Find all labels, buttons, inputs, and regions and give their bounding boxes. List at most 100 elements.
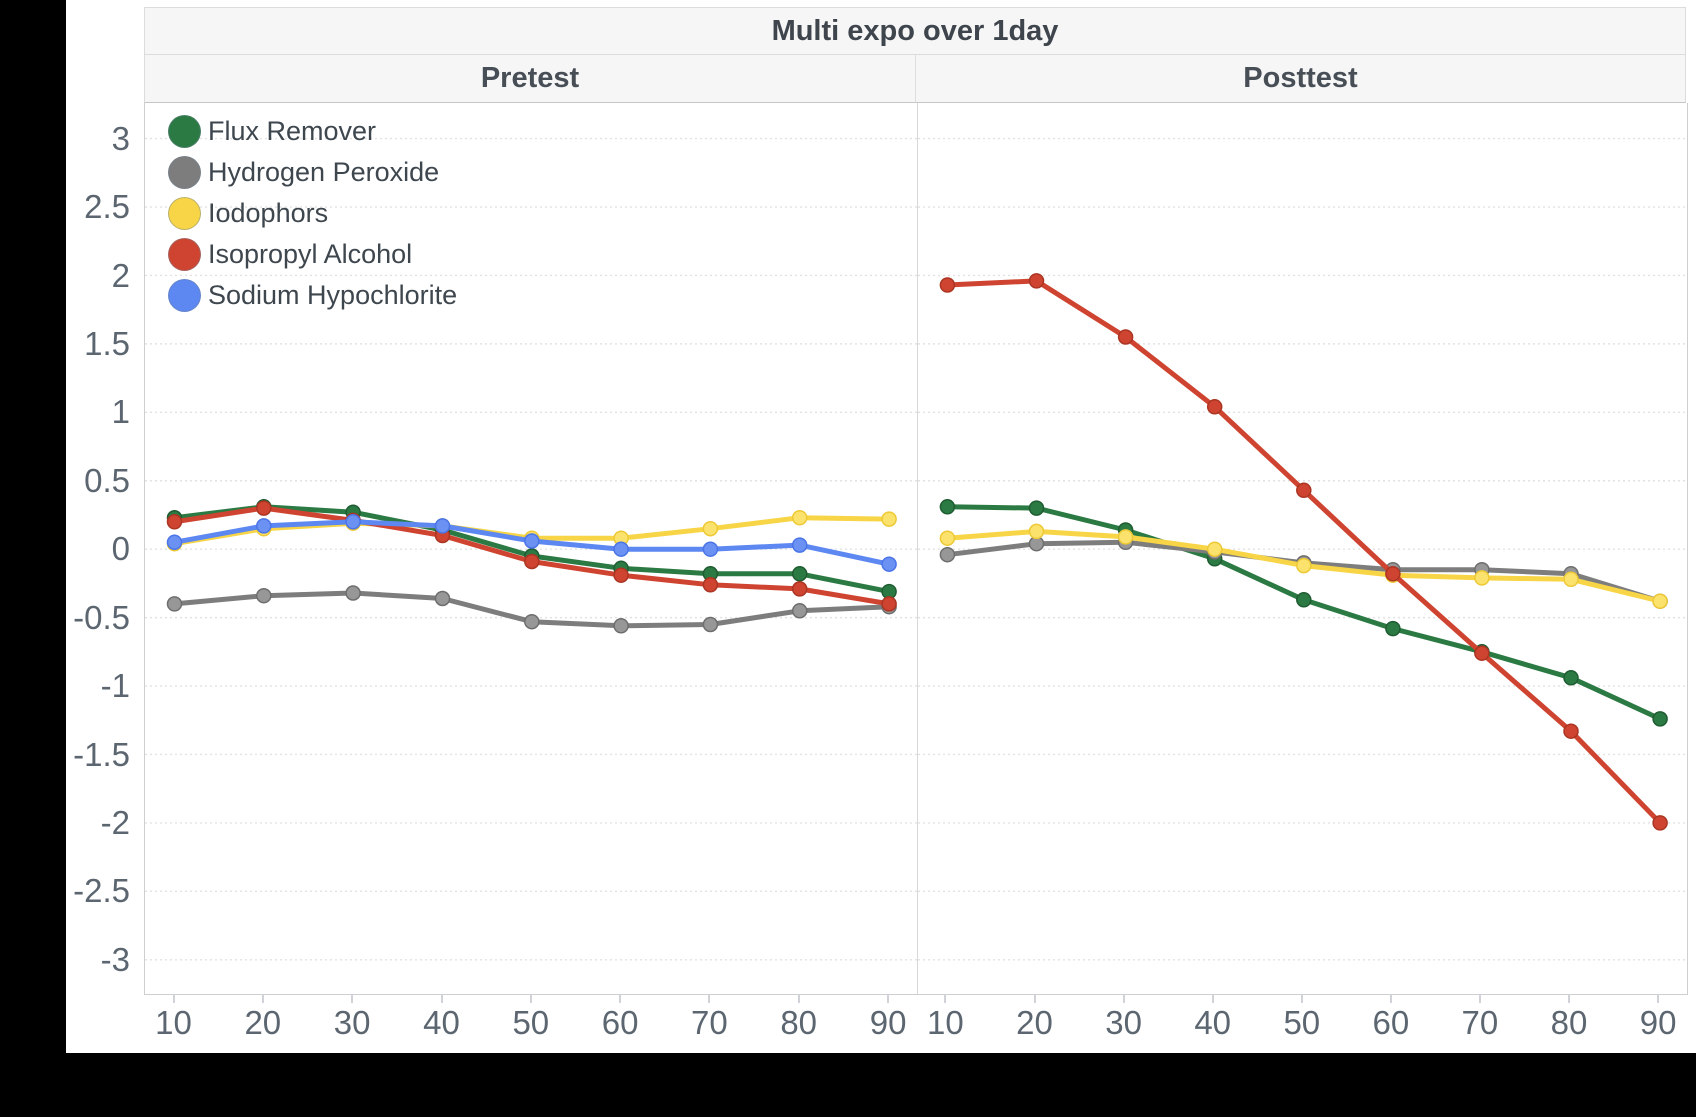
y-tick-label--2: -2	[100, 803, 130, 841]
facet-label-pretest: Pretest	[480, 62, 580, 94]
panel-svg-posttest	[918, 137, 1688, 961]
x-tick-mark-pretest-30	[351, 994, 354, 1003]
series-point-isopropyl-alcohol-x70	[702, 577, 719, 593]
series-point-sodium-hypochlorite-x90	[881, 556, 897, 572]
x-tick-mark-posttest-50	[1300, 994, 1303, 1003]
x-tick-label-pretest-80: 80	[780, 1004, 818, 1041]
x-tick-mark-pretest-70	[708, 994, 711, 1003]
series-point-iodophors-x30	[1117, 529, 1134, 545]
series-point-hydrogen-peroxide-x50	[524, 613, 540, 630]
y-tick-label--3: -3	[100, 940, 130, 978]
series-point-hydrogen-peroxide-x40	[434, 590, 451, 607]
series-point-iodophors-x50	[1296, 557, 1312, 574]
legend-item-label: Iodophors	[208, 197, 329, 228]
series-point-flux-remover-x60	[1385, 620, 1401, 637]
legend-item-isopropyl-alcohol[interactable]: Isopropyl Alcohol	[168, 234, 457, 274]
series-point-sodium-hypochlorite-x80	[791, 537, 808, 553]
series-point-hydrogen-peroxide-x70	[702, 616, 719, 633]
x-tick-mark-posttest-10	[944, 994, 947, 1003]
series-point-iodophors-x40	[1206, 541, 1223, 557]
y-axis-labels: 3 2.5 2 1.5 1 0.5 0 -0.5 -1 -1.5 -2 -2.5 -3	[66, 103, 130, 994]
x-tick-label-pretest-70: 70	[691, 1004, 728, 1041]
series-point-isopropyl-alcohol-x90	[881, 596, 897, 612]
series-point-flux-remover-x20	[1028, 500, 1045, 516]
y-tick-label-0: 0	[111, 530, 130, 568]
series-point-flux-remover-x50	[1296, 592, 1312, 608]
series-point-isopropyl-alcohol-x70	[1474, 645, 1490, 661]
series-point-iodophors-x70	[702, 520, 719, 537]
series-point-isopropyl-alcohol-x10	[939, 277, 956, 293]
x-tick-mark-posttest-90	[1657, 994, 1660, 1003]
series-point-flux-remover-x80	[791, 566, 808, 582]
legend-item-label: Hydrogen Peroxide	[208, 156, 440, 187]
series-point-isopropyl-alcohol-x10	[166, 514, 183, 530]
series-point-iodophors-x20	[1028, 523, 1045, 540]
series-line-flux-remover	[944, 504, 1663, 722]
x-tick-label-posttest-40: 40	[1194, 1004, 1232, 1041]
series-point-isopropyl-alcohol-x60	[613, 567, 629, 583]
y-tick-label-2.5: 2.5	[84, 188, 130, 225]
series-point-iodophors-x10	[939, 530, 956, 546]
y-tick-label-2: 2	[111, 256, 130, 294]
facet-label-posttest: Posttest	[1243, 62, 1358, 94]
series-point-isopropyl-alcohol-x80	[791, 581, 808, 597]
x-tick-label-posttest-90: 90	[1639, 1004, 1677, 1041]
y-tick-label-0.5: 0.5	[84, 461, 130, 499]
y-tick-label--1: -1	[100, 667, 130, 705]
series-point-flux-remover-x90	[1652, 711, 1668, 727]
x-tick-label-posttest-50: 50	[1283, 1004, 1321, 1041]
series-point-isopropyl-alcohol-x30	[1117, 329, 1134, 345]
series-point-iodophors-x70	[1474, 570, 1490, 586]
series-point-hydrogen-peroxide-x10	[939, 546, 956, 563]
series-point-isopropyl-alcohol-x60	[1385, 566, 1401, 582]
panel-svg-pretest	[145, 137, 917, 961]
x-tick-mark-pretest-10	[172, 994, 175, 1003]
legend: Flux Remover Hydrogen Peroxide Iodophors Is…	[168, 111, 457, 316]
series-point-sodium-hypochlorite-x40	[434, 518, 451, 534]
series-point-sodium-hypochlorite-x10	[166, 534, 183, 551]
series-point-hydrogen-peroxide-x60	[613, 618, 629, 634]
series-point-isopropyl-alcohol-x50	[1296, 482, 1312, 499]
x-tick-label-posttest-20: 20	[1016, 1004, 1053, 1041]
chart-title: Multi expo over 1day	[771, 14, 1059, 47]
legend-swatch-icon-flux-remover	[168, 114, 201, 148]
x-tick-label-posttest-30: 30	[1105, 1004, 1142, 1041]
legend-item-label: Flux Remover	[208, 115, 377, 146]
x-tick-label-pretest-50: 50	[512, 1004, 550, 1041]
x-tick-label-pretest-20: 20	[244, 1004, 282, 1041]
plot-area: Flux Remover Hydrogen Peroxide Iodophors Is…	[144, 103, 1688, 995]
y-tick-label-3: 3	[111, 119, 130, 157]
x-tick-label-pretest-10: 10	[155, 1004, 192, 1041]
x-tick-mark-pretest-20	[261, 994, 264, 1003]
x-tick-label-pretest-40: 40	[423, 1004, 460, 1041]
legend-item-label: Isopropyl Alcohol	[208, 238, 413, 269]
x-tick-mark-pretest-60	[619, 994, 622, 1003]
facet-cell-pretest: Pretest	[144, 55, 916, 103]
x-tick-label-pretest-90: 90	[869, 1004, 907, 1041]
legend-item-hydrogen-peroxide[interactable]: Hydrogen Peroxide	[168, 152, 457, 192]
y-tick-label--2.5: -2.5	[73, 872, 130, 910]
legend-swatch-icon-hydrogen-peroxide	[168, 155, 201, 189]
series-point-sodium-hypochlorite-x60	[613, 541, 629, 557]
series-point-isopropyl-alcohol-x20	[1028, 273, 1045, 289]
series-point-isopropyl-alcohol-x40	[1206, 399, 1223, 415]
series-point-hydrogen-peroxide-x80	[791, 603, 808, 619]
y-tick-label-1: 1	[111, 393, 130, 431]
facet-cell-posttest: Posttest	[916, 55, 1686, 103]
series-point-isopropyl-alcohol-x20	[256, 500, 272, 516]
panel-posttest	[917, 103, 1688, 994]
legend-swatch-icon-iodophors	[168, 196, 201, 230]
series-point-iodophors-x80	[791, 509, 808, 526]
y-tick-label-1.5: 1.5	[84, 324, 130, 362]
series-point-iodophors-x90	[881, 511, 897, 527]
series-point-isopropyl-alcohol-x90	[1652, 815, 1668, 831]
legend-item-flux-remover[interactable]: Flux Remover	[168, 111, 457, 151]
x-axis-labels: 10 20 30 40 50 60 70 80 90 10 20 30 40 50 60 70 80 90	[144, 994, 1686, 1052]
series-point-isopropyl-alcohol-x80	[1563, 723, 1579, 739]
legend-item-iodophors[interactable]: Iodophors	[168, 193, 457, 233]
x-tick-label-posttest-80: 80	[1550, 1004, 1588, 1041]
x-tick-mark-pretest-40	[440, 994, 443, 1003]
legend-item-sodium-hypochlorite[interactable]: Sodium Hypochlorite	[168, 275, 457, 315]
series-point-hydrogen-peroxide-x30	[345, 585, 361, 601]
x-tick-mark-pretest-80	[797, 994, 800, 1003]
